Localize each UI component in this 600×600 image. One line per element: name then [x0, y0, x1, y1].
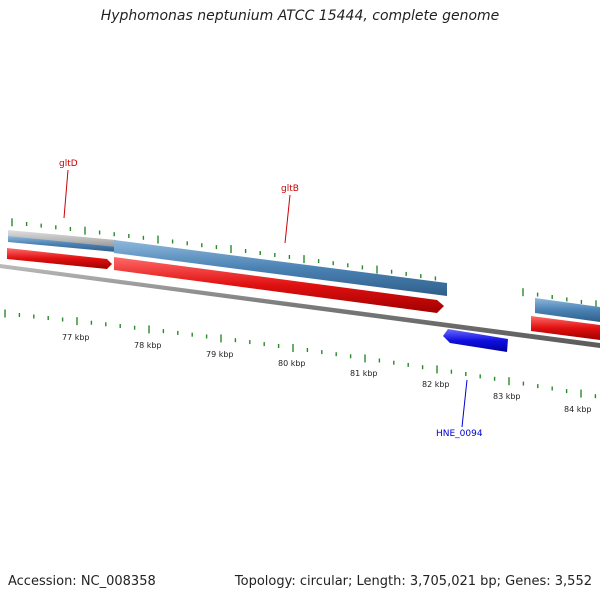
gene-reverse-right: [531, 316, 600, 340]
scale-label: 82 kbp: [422, 380, 450, 389]
scale-label: 83 kbp: [493, 392, 521, 401]
accession-text: Accession: NC_008358: [8, 574, 156, 589]
gene-label-HNE_0094: HNE_0094: [436, 379, 483, 439]
gene-label-gltD: gltD: [59, 159, 78, 219]
scale-label: 77 kbp: [62, 333, 90, 342]
genome-backbone: [0, 264, 600, 348]
leader-line: [461, 379, 468, 428]
gene-gltB-forward: [114, 240, 447, 296]
scale-label: 81 kbp: [350, 369, 378, 378]
scale-label: 78 kbp: [134, 341, 162, 350]
scale-label: 84 kbp: [564, 405, 592, 414]
inner-tick-scale: [4, 309, 597, 399]
outer-tick-ring: [11, 218, 597, 309]
gene-HNE_0094-arrow: [443, 329, 508, 352]
gene-label: HNE_0094: [436, 429, 483, 439]
gene-gltD-reverse: [7, 248, 112, 269]
scale-label: 79 kbp: [206, 350, 234, 359]
gene-gltB-reverse: [114, 257, 444, 313]
leader-line: [63, 169, 69, 219]
map-title: Hyphomonas neptunium ATCC 15444, complet…: [100, 8, 500, 24]
scale-label: 80 kbp: [278, 359, 306, 368]
gene-forward-segment-1: [8, 236, 116, 252]
genome-summary-text: Topology: circular; Length: 3,705,021 bp…: [234, 574, 592, 589]
scale-labels: 77 kbp 78 kbp 79 kbp 80 kbp 81 kbp 82 kb…: [62, 333, 592, 414]
gene-forward-right: [535, 298, 600, 322]
gene-label: gltD: [59, 159, 78, 169]
gene-label: gltB: [281, 184, 299, 194]
gene-label-gltB: gltB: [281, 184, 299, 244]
leader-line: [284, 194, 291, 244]
